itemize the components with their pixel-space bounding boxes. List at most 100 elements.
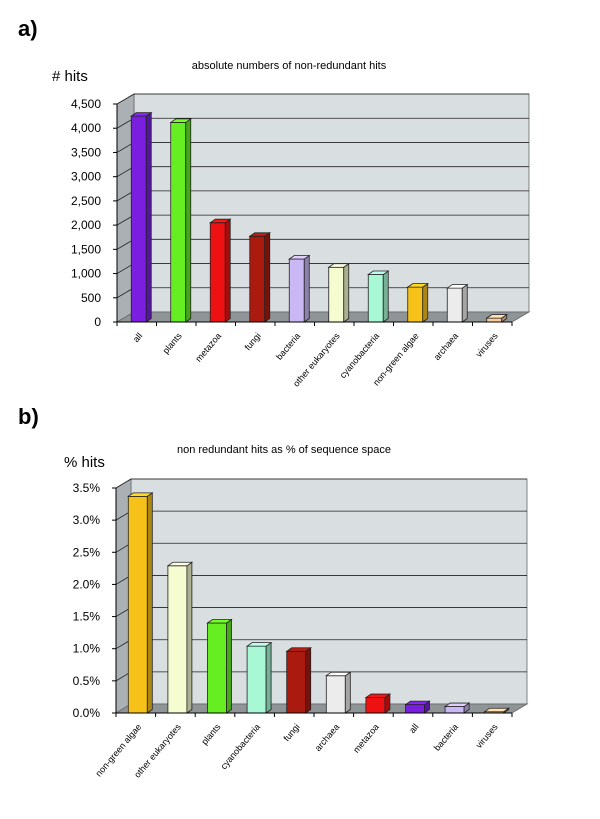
bar-top <box>366 270 390 275</box>
x-tick-label-a: fungi <box>243 331 263 352</box>
y-tick-label-b: 3.5% <box>73 481 101 495</box>
bar-top <box>445 284 469 289</box>
bar-side <box>265 641 272 714</box>
y-tick-label-a: 4,000 <box>71 121 101 135</box>
bar-a-5 <box>327 262 351 323</box>
bar-a-3 <box>248 231 272 323</box>
bar-a-4 <box>287 254 311 323</box>
bar-side <box>461 283 468 323</box>
bar-top <box>245 642 273 647</box>
bar-front <box>249 235 266 323</box>
x-tick-label-b: cyanobacteria <box>218 722 262 771</box>
bar-a-6 <box>366 270 390 323</box>
bar-top <box>327 263 351 268</box>
bar-front <box>486 317 503 323</box>
bars-b <box>127 492 510 714</box>
bar-b-8 <box>443 702 471 714</box>
gridline-b <box>115 478 527 489</box>
bar-b-7 <box>404 700 431 714</box>
bar-b-1 <box>166 561 194 714</box>
bar-front <box>328 266 345 323</box>
y-tick-label-b: 0.0% <box>73 706 101 720</box>
bar-front <box>325 675 346 714</box>
x-tick-label-b: all <box>407 722 420 735</box>
y-ticks-b: 0.0% 0.5% 1.0% 1.5% 2.0% 2.5% 3.0% 3.5% <box>73 481 512 720</box>
bar-a-8 <box>445 283 469 323</box>
y-tick-label-a: 1,000 <box>71 267 101 281</box>
bar-top <box>485 314 509 319</box>
bar-side <box>146 492 153 714</box>
bar-side <box>303 254 310 323</box>
bar-top <box>166 561 194 567</box>
y-tick-label-a: 3,000 <box>71 170 101 184</box>
x-tick-label-a: metazoa <box>193 331 223 364</box>
bar-b-4 <box>285 647 312 714</box>
bar-side <box>422 282 429 323</box>
x-tick-label-a: viruses <box>474 330 500 359</box>
panel-label-b: b) <box>18 404 39 429</box>
x-tick-label-b: archaea <box>313 722 342 753</box>
bar-top <box>287 255 311 260</box>
y-tick-label-a: 4,500 <box>71 97 101 111</box>
chart-b: b) % hits non redundant hits as % of seq… <box>18 404 529 780</box>
bar-a-9 <box>485 313 509 323</box>
x-tick-label-a: archaea <box>432 331 461 362</box>
bar-front <box>365 697 386 714</box>
bar-front <box>444 706 465 714</box>
bar-top <box>285 647 312 652</box>
bar-side <box>382 270 389 323</box>
bar-side <box>264 231 271 323</box>
bar-side <box>224 218 231 323</box>
bar-b-5 <box>325 671 352 714</box>
bar-front <box>367 274 384 323</box>
bar-side <box>185 118 192 323</box>
bar-top <box>406 283 430 288</box>
bar-top <box>206 619 233 624</box>
bar-front <box>167 565 188 714</box>
bar-front <box>130 115 147 323</box>
x-tick-label-a: cyanobacteria <box>338 331 382 380</box>
y-ticks-a: 0 500 1,000 1,500 2,000 2,500 3,000 3,500 4,000 4… <box>71 97 512 329</box>
bar-b-6 <box>364 693 392 714</box>
y-tick-label-b: 0.5% <box>73 674 101 688</box>
bar-top <box>129 112 153 117</box>
x-tick-label-b: metazoa <box>351 722 381 755</box>
x-tick-label-a: bacteria <box>274 331 302 362</box>
bar-front <box>288 258 305 323</box>
bar-front <box>407 286 424 323</box>
y-tick-label-a: 500 <box>81 291 101 305</box>
bar-b-2 <box>206 618 233 714</box>
y-tick-label-a: 2,000 <box>71 218 101 232</box>
bar-a-0 <box>129 111 153 323</box>
y-tick-label-b: 2.5% <box>73 545 101 559</box>
bar-a-2 <box>208 218 232 323</box>
bar-side <box>344 671 351 714</box>
bar-side <box>305 647 312 714</box>
x-tick-label-b: bacteria <box>432 722 460 753</box>
bar-top <box>443 702 471 707</box>
bar-top <box>483 707 510 713</box>
y-tick-label-a: 0 <box>94 315 101 329</box>
bar-a-7 <box>406 282 430 323</box>
y-tick-label-a: 3,500 <box>71 145 101 159</box>
bar-side <box>343 262 350 323</box>
bar-b-9 <box>483 707 510 714</box>
y-axis-label-b: % hits <box>64 454 105 471</box>
chart-a: a) # hits absolute numbers of non-redund… <box>18 16 531 389</box>
bar-side <box>145 111 152 323</box>
y-tick-label-b: 1.0% <box>73 642 101 656</box>
bar-front <box>446 287 463 323</box>
x-tick-label-a: all <box>131 331 144 344</box>
bar-side <box>226 618 232 714</box>
bar-top <box>127 492 154 497</box>
bar-top <box>404 700 431 706</box>
bar-front <box>209 222 226 323</box>
bar-top <box>325 671 352 677</box>
bar-front <box>127 495 148 714</box>
x-tick-label-b: plants <box>199 721 222 746</box>
x-tick-label-b: viruses <box>474 721 500 750</box>
bars-a <box>129 111 509 323</box>
bar-a-1 <box>169 118 193 323</box>
